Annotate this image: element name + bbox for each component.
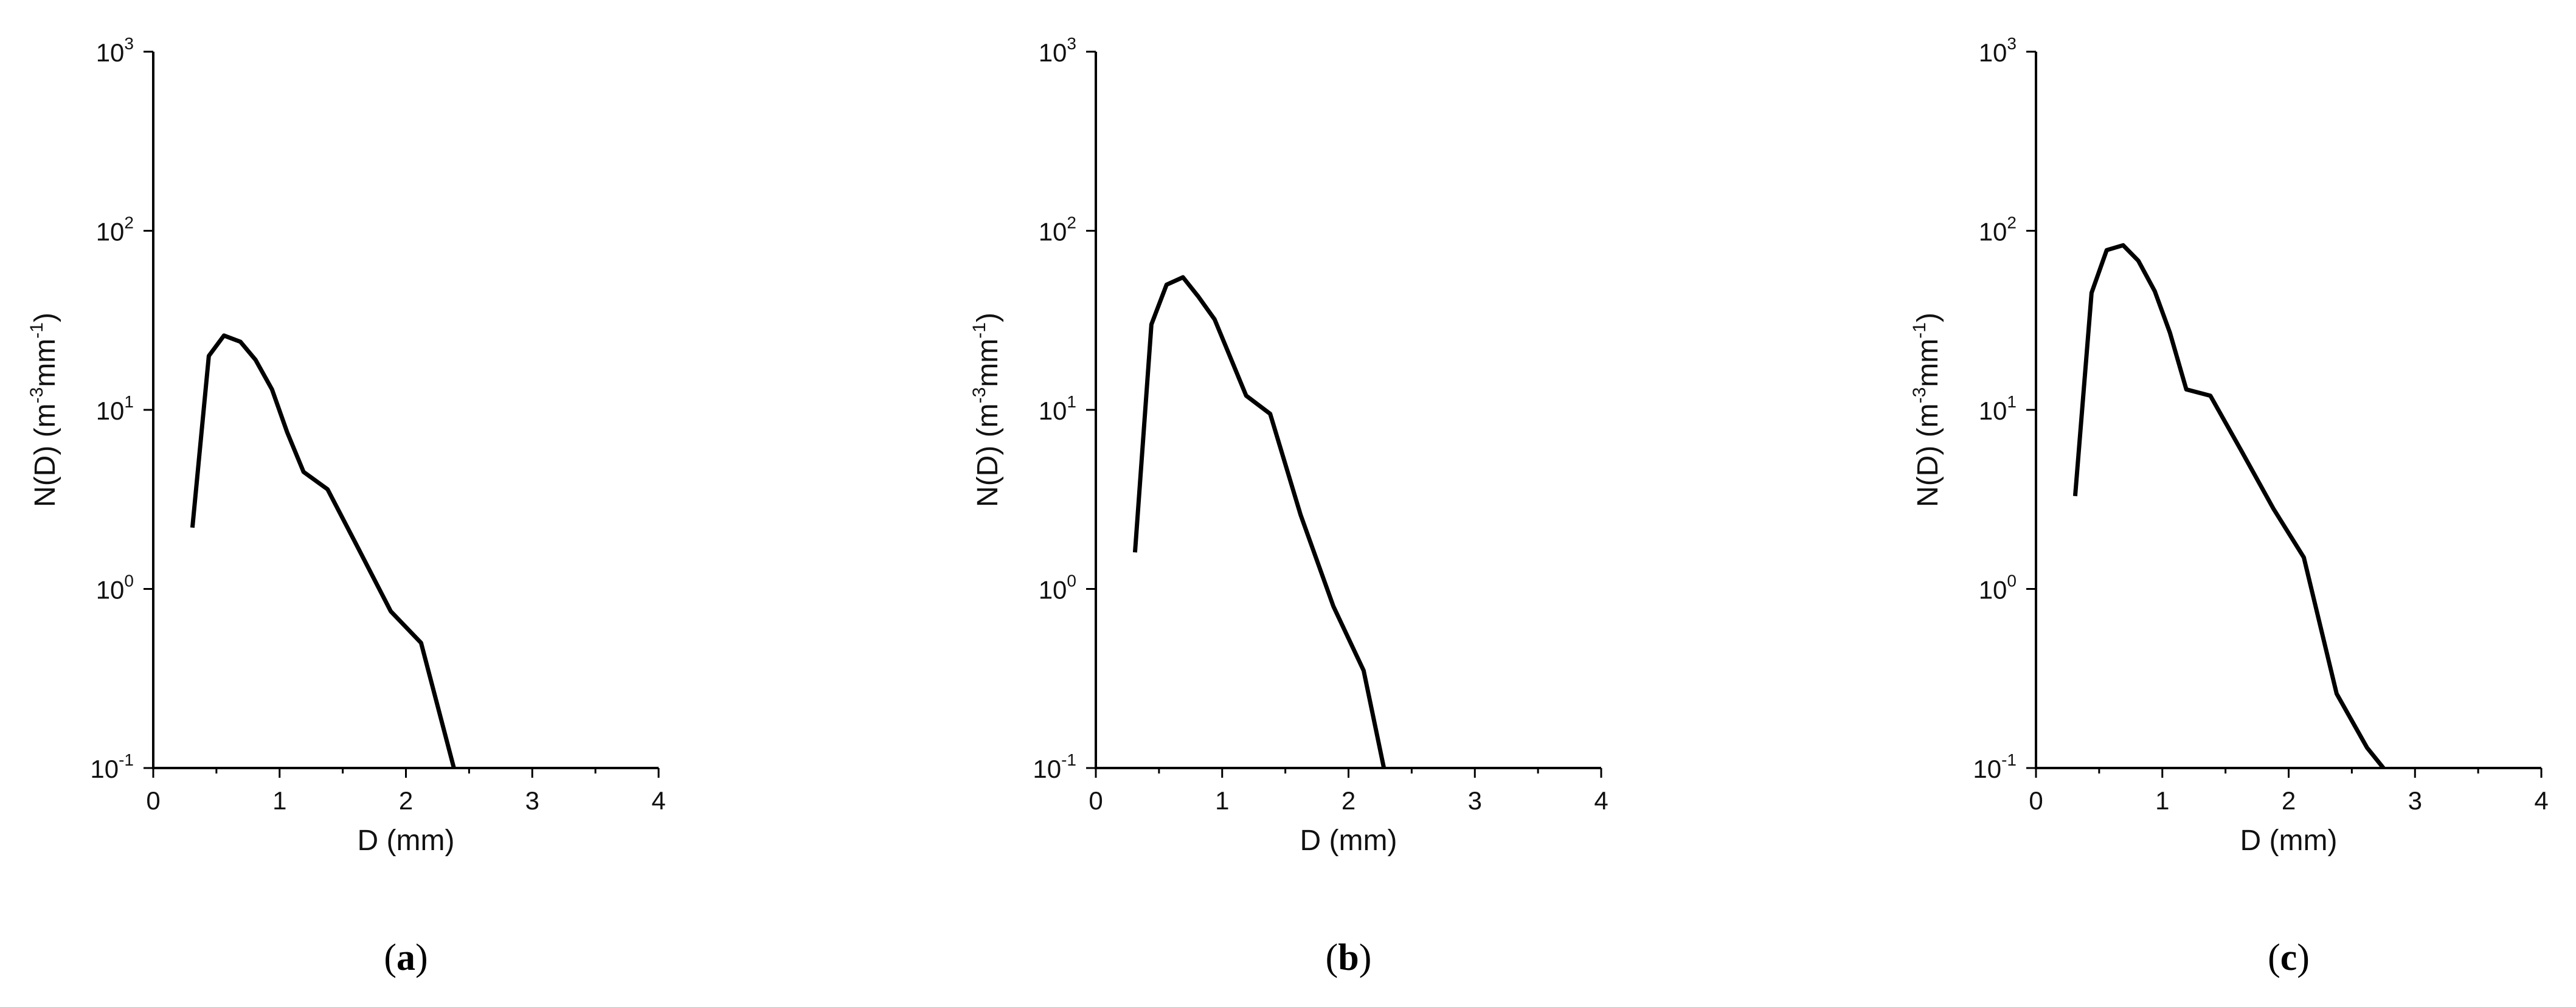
x-tick-label: 4	[1594, 786, 1608, 815]
x-tick-label: 1	[2155, 786, 2169, 815]
y-tick-label: 100	[96, 572, 134, 604]
y-tick-label: 103	[96, 34, 134, 67]
x-tick-label: 0	[1089, 786, 1103, 815]
y-tick-label: 100	[1979, 572, 2017, 604]
y-tick-label: 103	[1039, 34, 1076, 67]
x-tick-label: 0	[2029, 786, 2043, 815]
x-tick-label: 0	[146, 786, 160, 815]
y-tick-label: 103	[1979, 34, 2017, 67]
x-tick-label: 2	[1342, 786, 1356, 815]
series-line	[2072, 243, 2386, 770]
chart-panel-c: 0 1 2 3 4 10-1 100 101 102 103 D (mm) N(D) (m-3mm-1…	[1909, 34, 2549, 978]
y-tick-label: 102	[96, 213, 134, 246]
chart-panel-a: 0 1 2 3 4 10-1 100 101 102 103 D (mm) N(D) (m-3mm-1…	[27, 34, 666, 978]
series-line	[190, 333, 456, 769]
y-tick-label: 101	[1039, 392, 1076, 425]
y-axis-title: N(D) (m-3mm-1)	[1909, 313, 1944, 507]
x-tick-label: 3	[525, 786, 539, 815]
x-tick-label: 3	[2408, 786, 2422, 815]
x-axis-title: D (mm)	[358, 825, 455, 857]
series-line	[1132, 275, 1387, 769]
y-tick-label: 100	[1039, 572, 1076, 604]
x-tick-label: 2	[399, 786, 413, 815]
y-tick-label: 10-1	[1033, 750, 1076, 783]
x-axis-title: D (mm)	[1300, 825, 1397, 857]
y-tick-label: 10-1	[1973, 750, 2017, 783]
y-tick-label: 102	[1039, 213, 1076, 246]
y-tick-label: 101	[1979, 392, 2017, 425]
y-tick-label: 102	[1979, 213, 2017, 246]
panel-label: (c)	[2268, 937, 2310, 978]
x-tick-label: 4	[651, 786, 665, 815]
x-tick-label: 1	[1215, 786, 1229, 815]
y-axis-title: N(D) (m-3mm-1)	[27, 313, 61, 507]
x-tick-label: 4	[2534, 786, 2548, 815]
chart-panel-b: 0 1 2 3 4 10-1 100 101 102 103 D (mm) N(D) (m-3mm-1…	[969, 34, 1608, 978]
panel-label: (a)	[384, 937, 428, 978]
x-tick-label: 3	[1468, 786, 1482, 815]
y-tick-label: 10-1	[90, 750, 134, 783]
y-axis-title: N(D) (m-3mm-1)	[969, 313, 1004, 507]
y-tick-label: 101	[96, 392, 134, 425]
x-tick-label: 2	[2282, 786, 2296, 815]
x-tick-label: 1	[272, 786, 286, 815]
panel-label: (b)	[1326, 937, 1372, 978]
x-axis-title: D (mm)	[2240, 825, 2338, 857]
